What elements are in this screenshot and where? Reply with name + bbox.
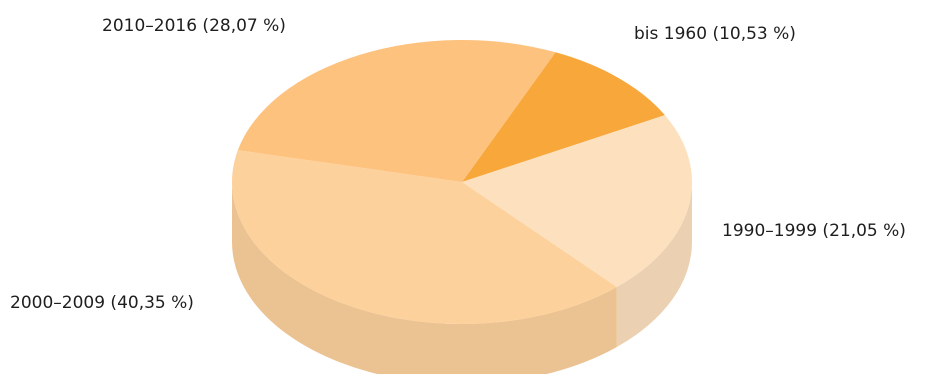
slice-label-1990-1999: 1990–1999 (21,05 %) <box>722 221 906 241</box>
slice-label-2010-2016: 2010–2016 (28,07 %) <box>102 16 286 36</box>
slice-label-2000-2009: 2000–2009 (40,35 %) <box>10 293 194 313</box>
slice-label-bis-1960: bis 1960 (10,53 %) <box>634 24 796 44</box>
pie-slices <box>232 40 692 324</box>
